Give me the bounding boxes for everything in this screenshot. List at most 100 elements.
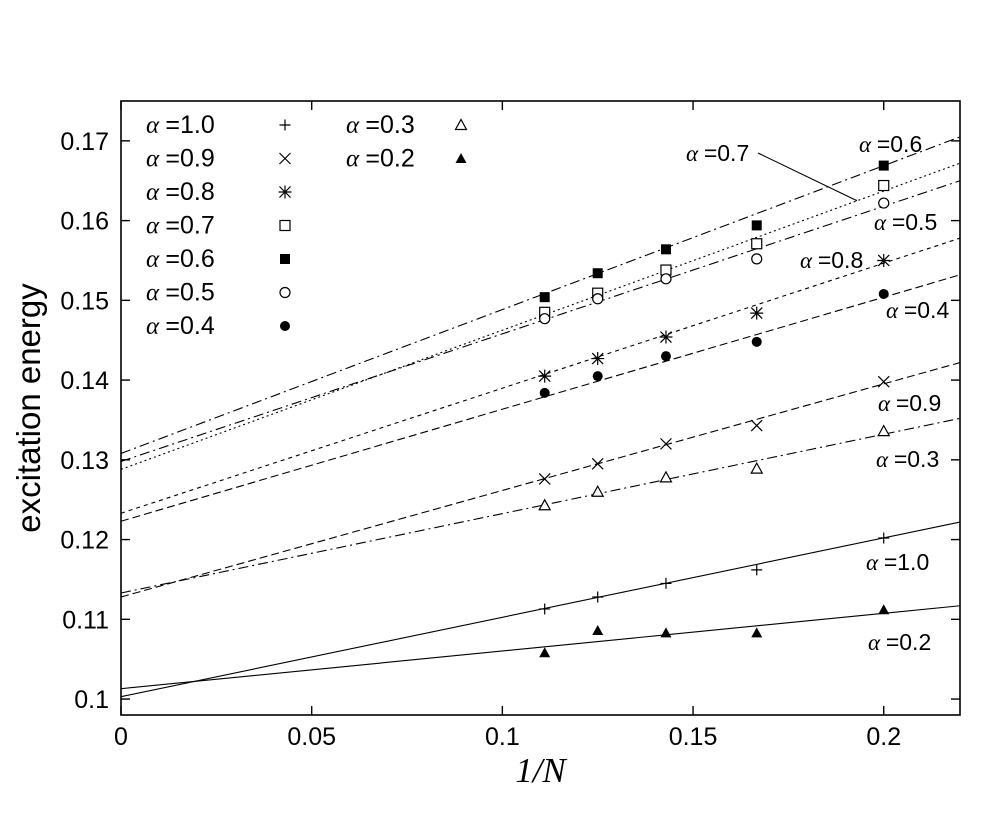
y-tick-label: 0.15: [60, 287, 109, 315]
series-0: [539, 532, 890, 615]
fit-line-8: [120, 605, 961, 690]
data-point: [591, 484, 605, 497]
data-point: [591, 352, 605, 366]
legend-marker: [279, 152, 291, 165]
data-point: [750, 461, 764, 474]
y-axis-label: excitation energy: [10, 283, 47, 533]
series-annotation: α =0.4: [886, 297, 949, 323]
series-5: [539, 197, 890, 325]
data-point: [538, 473, 551, 485]
legend-label: α =0.5: [146, 279, 215, 307]
data-point: [538, 498, 552, 511]
data-point: [877, 253, 891, 267]
legend-marker: [278, 185, 292, 199]
fit-lines: [120, 136, 961, 698]
data-point: [659, 330, 673, 344]
legend-label: α =0.7: [146, 212, 215, 240]
data-point: [878, 288, 889, 299]
series-2: [538, 253, 891, 383]
x-tick-label: 0.05: [287, 723, 336, 751]
legend-marker: [455, 153, 467, 163]
x-tick-label: 0.1: [485, 723, 520, 751]
fit-line-6: [120, 274, 961, 522]
data-point: [660, 627, 672, 638]
data-point: [539, 313, 551, 325]
data-point: [660, 437, 672, 450]
series-7: [538, 424, 891, 511]
data-point: [751, 238, 763, 250]
legend-label: α =0.6: [146, 245, 215, 273]
data-point: [751, 253, 763, 265]
data-point: [750, 306, 764, 320]
data-point: [660, 577, 672, 589]
data-point: [592, 624, 604, 635]
data-point: [592, 293, 604, 305]
series-annotation: α =0.8: [800, 247, 863, 273]
data-point: [877, 424, 891, 437]
legend-label: α =0.4: [146, 312, 215, 340]
series-annotation: α =0.2: [868, 629, 931, 655]
data-point: [539, 387, 550, 398]
data-point: [750, 419, 763, 432]
legend-marker: [280, 321, 290, 331]
data-point: [878, 604, 890, 615]
data-point: [660, 351, 671, 362]
data-point: [539, 603, 551, 615]
y-tick-label: 0.14: [60, 367, 109, 395]
x-tick-label: 0.15: [669, 723, 718, 751]
data-point: [659, 470, 673, 483]
series-6: [539, 288, 889, 398]
fit-line-7: [120, 417, 961, 594]
data-point: [538, 369, 552, 383]
data-point: [660, 273, 672, 285]
x-axis-label: 1/N: [515, 751, 567, 790]
legend-label: α =1.0: [146, 111, 215, 139]
legend-marker: [454, 118, 468, 131]
plot-frame: [120, 100, 961, 716]
x-tick-label: 0.2: [866, 723, 901, 751]
series-1: [538, 375, 890, 485]
series-annotation: α =1.0: [866, 549, 929, 575]
series-annotation: α =0.7: [686, 140, 749, 166]
y-tick-label: 0.17: [60, 128, 109, 156]
data-point: [751, 336, 762, 347]
series-annotation: α =0.9: [878, 390, 941, 416]
legend-label: α =0.8: [146, 178, 215, 206]
data-point: [592, 591, 604, 603]
data-point: [751, 220, 762, 231]
y-tick-label: 0.16: [60, 208, 109, 236]
series-4: [539, 160, 889, 303]
data-point: [592, 371, 603, 382]
fit-line-1: [120, 362, 961, 598]
legend-label: α =0.3: [346, 111, 415, 139]
data-point: [660, 244, 671, 255]
data-point: [592, 268, 603, 279]
data-point: [539, 292, 550, 303]
series-annotation: α =0.6: [859, 131, 922, 157]
legend-label: α =0.2: [346, 145, 415, 173]
y-tick-label: 0.12: [60, 527, 109, 555]
series-annotation: α =0.5: [874, 209, 937, 235]
data-point: [591, 457, 604, 470]
legend-marker: [279, 286, 291, 299]
series-annotations: α =1.0 α =0.9 α =0.8 α =0.7 α =0.6 α =0.5 α =0…: [686, 131, 949, 655]
data-point: [878, 179, 890, 192]
annotation-leader: [757, 152, 858, 202]
y-tick-label: 0.1: [74, 686, 109, 714]
legend-marker: [279, 119, 291, 131]
legend: α =1.0 α =0.9 α =0.8 α =0.7 α =0.6 α =0.5 α =0…: [146, 111, 468, 340]
series-annotation: α =0.3: [876, 446, 939, 472]
data-point: [878, 197, 890, 209]
legend-marker: [280, 254, 290, 264]
data-point: [751, 564, 763, 576]
y-tick-label: 0.11: [62, 606, 109, 634]
data-point: [878, 532, 890, 544]
data-point: [539, 647, 551, 658]
legend-label: α =0.9: [146, 145, 215, 173]
y-tick-label: 0.13: [60, 447, 109, 475]
data-point: [878, 160, 889, 171]
series-8: [539, 604, 890, 658]
data-point: [877, 375, 890, 388]
